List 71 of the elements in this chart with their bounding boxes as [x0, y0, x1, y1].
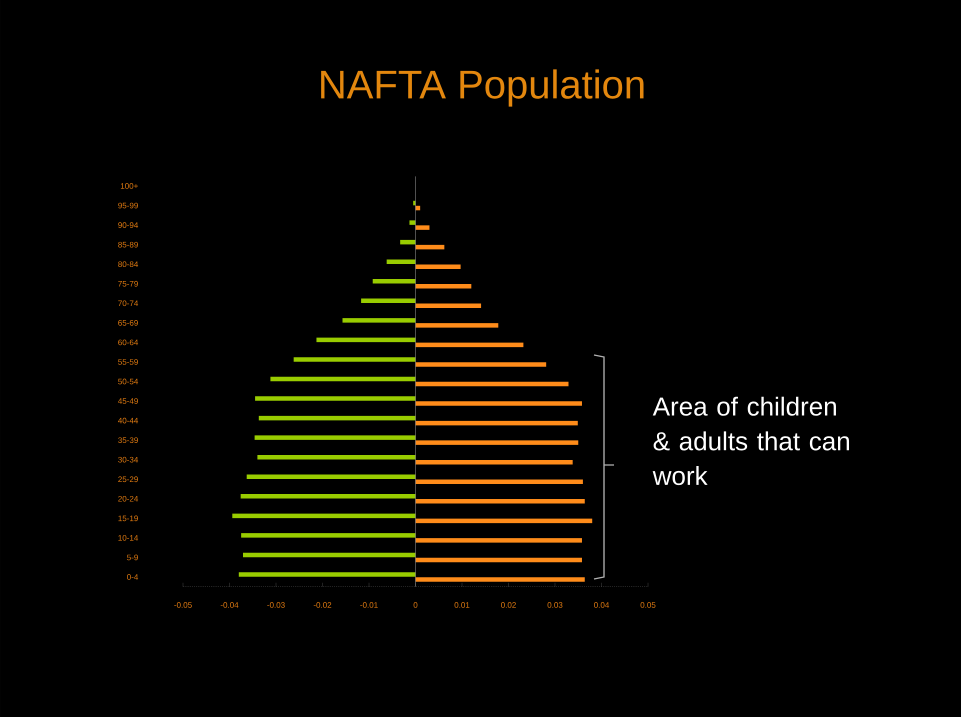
bar: [372, 279, 416, 284]
bar: [416, 304, 482, 308]
x-tick-label: 0.04: [594, 602, 610, 608]
x-tick-label: -0.02: [314, 602, 332, 608]
y-tick-label: 10-14: [118, 535, 138, 541]
y-tick-label: 50-54: [118, 378, 138, 384]
bar: [416, 382, 568, 386]
x-tick-label: -0.03: [267, 602, 285, 608]
bar: [416, 577, 585, 582]
bar: [416, 323, 498, 328]
x-tick-label: -0.04: [220, 602, 238, 608]
y-tick-label: 0-4: [127, 574, 138, 580]
bar: [416, 558, 582, 562]
x-tick-label: 0.03: [548, 602, 562, 608]
y-tick-label: 60-64: [118, 340, 138, 346]
y-tick-label: 80-84: [118, 261, 138, 268]
bar: [241, 533, 416, 538]
x-tick-label: 0.02: [501, 602, 516, 608]
bar: [316, 338, 416, 342]
x-tick-label: 0: [414, 602, 418, 608]
bar: [416, 225, 430, 230]
bar: [294, 357, 416, 362]
bar: [242, 552, 416, 558]
bar: [400, 240, 416, 244]
bar: [416, 362, 546, 367]
text: Area of children & adults that can work: [652, 396, 849, 486]
bar: [416, 538, 582, 543]
y-tick-label: 15-19: [118, 516, 138, 522]
x-tick-label: -0.01: [360, 602, 378, 608]
y-tick-label: 25-29: [118, 476, 138, 482]
x-tick-label: 0.01: [454, 602, 470, 608]
y-tick-label: 30-34: [118, 456, 138, 463]
bar: [416, 244, 444, 250]
bar: [254, 435, 416, 440]
y-tick-label: 85-89: [118, 242, 138, 248]
bar: [386, 259, 416, 264]
bar: [232, 514, 416, 518]
bar: [342, 318, 416, 323]
bar: [416, 518, 592, 524]
y-tick-label: 100+: [120, 183, 138, 189]
bar: [416, 401, 582, 406]
y-tick-label: 40-44: [118, 418, 138, 424]
y-tick-label: 75-79: [118, 280, 138, 287]
bar: [361, 298, 416, 304]
y-tick-label: 45-49: [118, 398, 138, 404]
y-tick-label: 95-99: [118, 202, 138, 208]
bar: [246, 474, 416, 479]
bar: [416, 342, 524, 348]
bar: [416, 284, 472, 289]
bar: [255, 396, 416, 401]
bar: [416, 499, 585, 504]
bar: [258, 416, 416, 420]
y-tick-label: 65-69: [118, 320, 138, 326]
bar: [409, 220, 416, 225]
y-tick-label: 55-59: [118, 359, 138, 365]
bar: [416, 440, 578, 445]
bar: [416, 480, 583, 484]
bar: [257, 454, 416, 460]
bar: [270, 376, 416, 382]
bar: [416, 264, 461, 269]
x-tick-label: -0.05: [174, 602, 192, 608]
bar: [240, 494, 416, 499]
bar: [416, 420, 578, 426]
y-tick-label: 35-39: [118, 437, 138, 443]
y-tick-label: 5-9: [127, 554, 138, 560]
y-tick-label: 90-94: [118, 222, 138, 228]
y-tick-label: 70-74: [118, 300, 138, 306]
y-tick-label: 20-24: [118, 496, 138, 502]
bar: [416, 460, 573, 464]
x-tick-label: 0.05: [640, 602, 656, 608]
chart-title: NAFTA Population: [321, 69, 644, 107]
